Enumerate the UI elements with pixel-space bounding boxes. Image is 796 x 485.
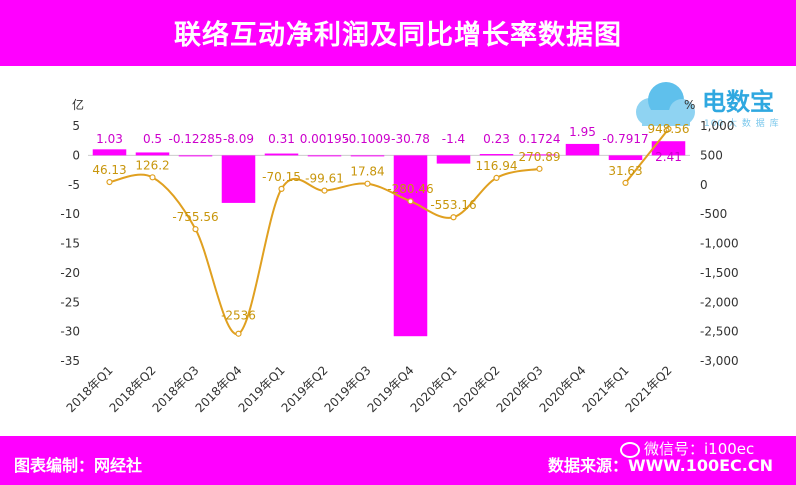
bar-data-label: 0.31 <box>268 132 295 146</box>
bar-data-label: -0.1009 <box>344 132 390 146</box>
growth-line-point <box>536 165 543 172</box>
line-data-label: 17.84 <box>350 165 384 179</box>
combo-chart: 亿 % 5 0 -5 -10 -15 -20 -25 -30 -35 1,000 500 0 -500 -1,… <box>60 97 739 415</box>
y2-tick-label: -1,500 <box>700 266 739 280</box>
bar-data-label: 0.23 <box>483 132 510 146</box>
y-tick-label: -30 <box>60 325 80 339</box>
growth-line-point <box>106 178 113 186</box>
logo: 电数宝 100 大 数 据 库 <box>632 78 792 138</box>
bar-data-label: 0.00195 <box>300 132 350 146</box>
bar-data-label: 0.5 <box>143 132 162 146</box>
line-data-label: -99.61 <box>305 172 344 186</box>
bar <box>92 149 127 156</box>
left-axis-unit: 亿 <box>72 97 84 112</box>
bar <box>393 155 428 337</box>
wechat-icon <box>620 441 640 458</box>
bar <box>135 152 170 156</box>
y2-tick-label: 500 <box>700 148 723 162</box>
cloud-icon <box>636 82 695 126</box>
line-data-label: 46.13 <box>92 163 126 177</box>
growth-line-point <box>192 226 199 233</box>
footer-credit: 图表编制：网经社 <box>14 456 143 475</box>
y2-tick-label: -500 <box>700 207 727 221</box>
wechat-text: 微信号：i100ec <box>644 440 755 458</box>
growth-line-point <box>321 187 328 194</box>
line-data-label: -553.16 <box>430 198 476 212</box>
bar-data-label: 1.03 <box>96 132 123 146</box>
line-data-label: 126.2 <box>135 158 169 172</box>
y-tick-label: -10 <box>60 207 80 221</box>
footer-banner: 图表编制：网经社 数据来源：WWW.100EC.CN <box>0 436 796 485</box>
chart-title: 联络互动净利润及同比增长率数据图 <box>174 20 622 51</box>
y-tick-label: -15 <box>60 237 80 251</box>
growth-line-point <box>407 198 414 205</box>
growth-line-series <box>624 128 670 184</box>
bar <box>178 155 213 157</box>
bar <box>436 155 471 164</box>
y2-tick-label: 0 <box>700 178 708 192</box>
bar-data-label: 2.41 <box>655 150 682 164</box>
line-data-label: 948.56 <box>648 122 690 136</box>
line-data-label: -755.56 <box>172 210 218 224</box>
line-data-label: -280.46 <box>387 182 433 196</box>
right-axis-unit: % <box>684 98 695 112</box>
growth-line-point <box>149 174 156 181</box>
growth-line-point <box>450 214 457 221</box>
bar-data-label: -0.7917 <box>602 132 648 146</box>
logo-name: 电数宝 <box>702 88 774 116</box>
y2-tick-label: -1,000 <box>700 237 739 251</box>
y-tick-label: -25 <box>60 295 80 309</box>
wechat-id: 微信号：i100ec <box>620 438 754 459</box>
growth-line-point <box>622 179 629 186</box>
y-tick-label: 0 <box>72 148 80 162</box>
bar-data-label: 1.95 <box>569 125 596 139</box>
line-data-label: 116.94 <box>476 159 518 173</box>
y-tick-label: -35 <box>60 354 80 368</box>
growth-line-point <box>493 174 500 181</box>
bar <box>221 155 256 203</box>
line-data-label: 31.63 <box>608 164 642 178</box>
bar <box>522 154 557 156</box>
bar-data-label: 0.1724 <box>519 132 561 146</box>
bar <box>651 141 686 156</box>
y2-tick-label: 1,000 <box>700 119 734 133</box>
y2-tick-label: -3,000 <box>700 354 739 368</box>
bar <box>608 155 643 161</box>
bar-data-label: -0.12285 <box>169 132 223 146</box>
bar <box>307 155 342 157</box>
y-tick-label: -5 <box>68 178 80 192</box>
y2-tick-label: -2,500 <box>700 325 739 339</box>
line-data-label: -70.15 <box>262 170 301 184</box>
growth-line-point <box>364 180 371 187</box>
y2-tick-label: -2,000 <box>700 295 739 309</box>
bar-data-label: -30.78 <box>391 132 430 146</box>
logo-subtitle: 100 大 数 据 库 <box>704 119 780 129</box>
growth-line-point <box>665 125 672 133</box>
line-data-label: 270.89 <box>519 150 561 164</box>
bar-data-label: -8.09 <box>223 132 254 146</box>
bar-data-label: -1.4 <box>442 132 465 146</box>
line-data-label: -2536 <box>221 309 256 323</box>
header-banner: 联络互动净利润及同比增长率数据图 <box>0 0 796 66</box>
growth-line-point <box>235 330 242 337</box>
bar <box>264 153 299 156</box>
y-tick-label: 5 <box>72 119 80 133</box>
x-category-label: 2021年Q2 <box>623 363 675 415</box>
growth-line-point <box>278 185 285 192</box>
footer-source: 数据来源：WWW.100EC.CN <box>548 456 774 475</box>
bar <box>565 143 600 156</box>
y-tick-label: -20 <box>60 266 80 280</box>
bar <box>479 154 514 156</box>
bar <box>350 155 385 157</box>
